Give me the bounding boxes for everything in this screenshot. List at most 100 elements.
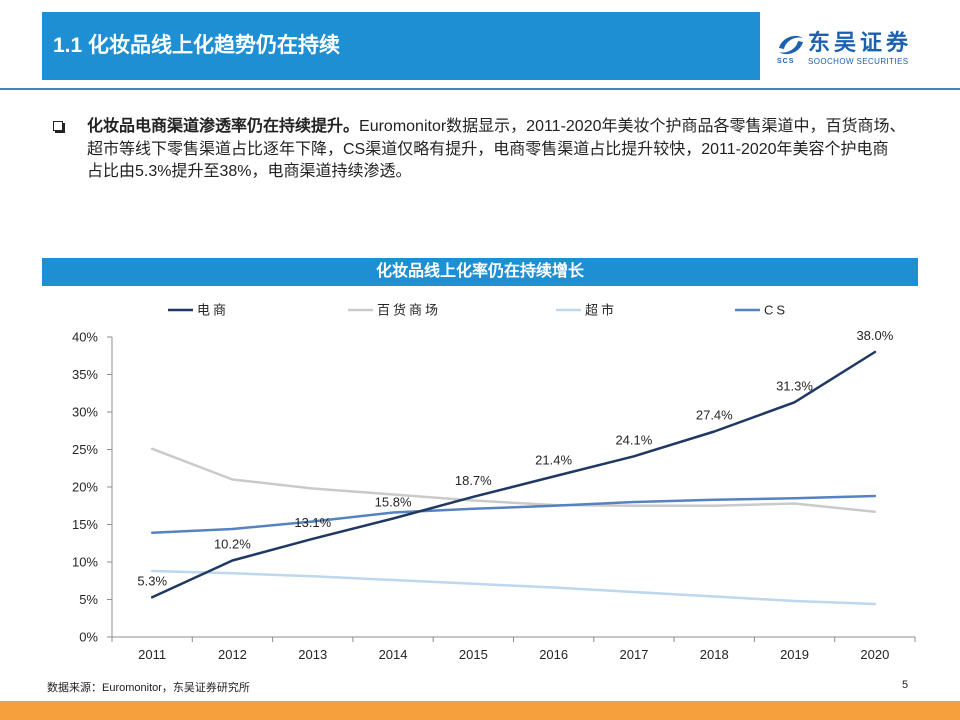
- data-point-department-store: [793, 502, 797, 506]
- data-label-ecommerce: 15.8%: [375, 495, 412, 510]
- legend-label: 百货商场: [377, 303, 441, 318]
- data-point-cs: [632, 500, 636, 504]
- series-line-cs: [150, 494, 877, 535]
- data-point-cs: [873, 494, 877, 498]
- data-point-supermarket: [391, 578, 395, 582]
- y-tick-label: 0%: [79, 630, 98, 645]
- series-cs: [150, 494, 877, 535]
- series-line-department-store: [150, 447, 877, 514]
- data-label-ecommerce: 13.1%: [294, 515, 331, 530]
- data-point-supermarket: [712, 595, 716, 599]
- data-label-ecommerce: 21.4%: [535, 453, 572, 468]
- series-line-ecommerce: [150, 350, 877, 599]
- legend-label: 超市: [585, 303, 617, 318]
- x-tick-label: 2018: [700, 647, 729, 662]
- data-label-ecommerce: 27.4%: [696, 408, 733, 423]
- legend-item-supermarket: 超市: [556, 303, 617, 318]
- data-point-supermarket: [632, 590, 636, 594]
- paragraph-text: Euromonitor数据显示，2011-2020年美妆个护商品各零售渠道中，百…: [359, 118, 906, 135]
- data-point-department-store: [632, 504, 636, 508]
- data-point-ecommerce: [391, 517, 395, 521]
- data-point-cs: [391, 511, 395, 515]
- data-label-ecommerce: 5.3%: [137, 573, 167, 588]
- company-logo: 东吴证券 SCS SOOCHOW SECURITIES: [774, 30, 916, 70]
- data-point-ecommerce: [873, 350, 877, 354]
- y-tick-label: 5%: [79, 592, 98, 607]
- data-point-supermarket: [552, 586, 556, 590]
- logo-mark-text: SCS: [777, 58, 795, 65]
- data-point-cs: [471, 507, 475, 511]
- y-tick-label: 25%: [72, 442, 98, 457]
- legend-label: CS: [764, 303, 788, 318]
- legend-item-ecommerce: 电商: [168, 303, 229, 318]
- chart-title: 化妆品线上化率仍在持续增长: [42, 258, 918, 286]
- data-point-ecommerce: [311, 537, 315, 541]
- data-source-note: 数据来源：Euromonitor，东吴证券研究所: [47, 682, 250, 694]
- x-tick-label: 2014: [379, 647, 408, 662]
- data-point-cs: [712, 498, 716, 502]
- data-point-department-store: [311, 487, 315, 491]
- data-point-ecommerce: [793, 400, 797, 404]
- legend-item-department-store: 百货商场: [348, 303, 441, 318]
- y-tick-label: 30%: [72, 405, 98, 420]
- x-tick-label: 2016: [539, 647, 568, 662]
- square-bullet-icon: [53, 121, 63, 131]
- paragraph-line: 占比由5.3%提升至38%，电商渠道持续渗透。: [87, 163, 412, 180]
- x-tick-label: 2012: [218, 647, 247, 662]
- x-tick-label: 2019: [780, 647, 809, 662]
- data-label-ecommerce: 18.7%: [455, 473, 492, 488]
- header-divider: [0, 88, 960, 90]
- legend-item-cs: CS: [735, 303, 788, 318]
- data-point-department-store: [873, 510, 877, 514]
- y-tick-label: 40%: [72, 330, 98, 345]
- y-tick-label: 35%: [72, 367, 98, 382]
- data-point-ecommerce: [471, 495, 475, 499]
- data-point-ecommerce: [230, 559, 234, 563]
- x-tick-label: 2015: [459, 647, 488, 662]
- data-point-ecommerce: [712, 430, 716, 434]
- data-point-supermarket: [793, 599, 797, 603]
- page-number: 5: [902, 679, 909, 691]
- x-tick-label: 2013: [298, 647, 327, 662]
- data-label-ecommerce: 24.1%: [615, 432, 652, 447]
- data-point-department-store: [471, 499, 475, 503]
- series-line-supermarket: [150, 569, 877, 606]
- data-point-ecommerce: [552, 475, 556, 479]
- x-tick-label: 2020: [860, 647, 889, 662]
- data-point-cs: [793, 496, 797, 500]
- footer-bar: [0, 701, 960, 720]
- paragraph-line: 化妆品电商渠道渗透率仍在持续提升。Euromonitor数据显示，2011-20…: [87, 116, 906, 138]
- paragraph-lead: 化妆品电商渠道渗透率仍在持续提升。: [87, 118, 360, 135]
- data-point-cs: [150, 531, 154, 535]
- data-point-supermarket: [230, 571, 234, 575]
- page-title: 1.1 化妆品线上化趋势仍在持续: [53, 34, 341, 57]
- x-tick-label: 2011: [138, 647, 166, 662]
- data-point-department-store: [230, 478, 234, 482]
- series-supermarket: [150, 569, 877, 606]
- data-label-ecommerce: 10.2%: [214, 537, 251, 552]
- logo-name-en: SOOCHOW SECURITIES: [808, 57, 909, 66]
- scs-logo-icon: [779, 35, 803, 55]
- data-point-department-store: [150, 447, 154, 451]
- x-tick-label: 2017: [619, 647, 648, 662]
- data-point-cs: [552, 504, 556, 508]
- data-point-cs: [230, 527, 234, 531]
- data-label-ecommerce: 38.0%: [856, 328, 893, 343]
- logo-name-cn: 东吴证券: [808, 30, 913, 55]
- data-point-supermarket: [873, 602, 877, 606]
- line-chart: 0% 5% 10% 15% 20% 25% 30% 35% 40% 2011 2012 2013 201…: [72, 303, 916, 662]
- legend-label: 电商: [197, 303, 229, 318]
- y-tick-label: 10%: [72, 555, 98, 570]
- y-tick-label: 15%: [72, 517, 98, 532]
- paragraph-line: 超市等线下零售渠道占比逐年下降，CS渠道仅略有提升，电商零售渠道占比提升较快，2…: [87, 141, 889, 158]
- data-label-ecommerce: 31.3%: [776, 378, 813, 393]
- series-ecommerce: [150, 350, 877, 599]
- y-tick-label: 20%: [72, 480, 98, 495]
- series-department-store: [150, 447, 877, 514]
- data-point-department-store: [712, 504, 716, 508]
- data-point-supermarket: [471, 582, 475, 586]
- header-bar: 1.1 化妆品线上化趋势仍在持续: [42, 12, 760, 80]
- data-point-supermarket: [311, 574, 315, 578]
- data-point-ecommerce: [150, 595, 154, 599]
